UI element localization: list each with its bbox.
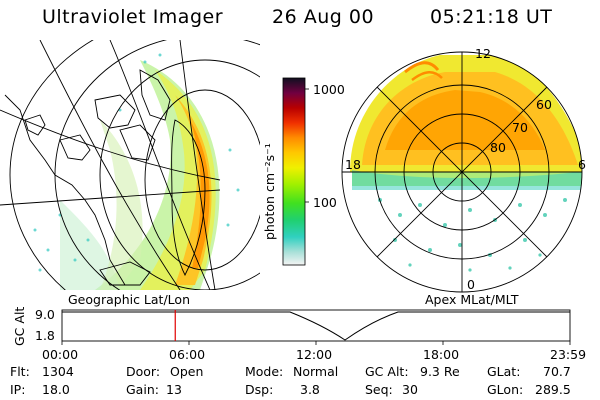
flt-label: Flt: bbox=[10, 364, 30, 379]
time-tick-1: 06:00 bbox=[169, 347, 206, 362]
altitude-y-label: GC Alt bbox=[12, 307, 27, 346]
colorbar-tick-100: 100 bbox=[313, 195, 337, 210]
dsp-value: 3.8 bbox=[300, 382, 320, 397]
observation-date: 26 Aug 00 bbox=[272, 6, 375, 28]
mlat-label-80: 80 bbox=[490, 140, 506, 155]
time-tick-2: 12:00 bbox=[296, 347, 333, 362]
mlt-label-dusk: 18 bbox=[345, 157, 361, 172]
geo-coastlines bbox=[4, 69, 206, 286]
altitude-curve bbox=[62, 311, 570, 341]
mlt-label-midnight: 0 bbox=[467, 277, 475, 292]
colorbar bbox=[282, 77, 309, 266]
time-tick-3: 18:00 bbox=[423, 347, 460, 362]
door-label: Door: bbox=[126, 364, 161, 379]
apex-grid bbox=[341, 51, 583, 293]
gain-value: 13 bbox=[166, 382, 182, 397]
gain-label: Gain: bbox=[126, 382, 159, 397]
app-title: Ultraviolet Imager bbox=[42, 6, 224, 28]
altitude-tick-high: 9.0 bbox=[35, 307, 55, 322]
seq-label: Seq: bbox=[365, 382, 393, 397]
mode-value: Normal bbox=[293, 364, 339, 379]
flt-value: 1304 bbox=[42, 364, 74, 379]
seq-value: 30 bbox=[402, 382, 418, 397]
altitude-plot bbox=[61, 309, 571, 345]
ip-value: 18.0 bbox=[42, 382, 70, 397]
mlt-label-dawn: 6 bbox=[578, 157, 586, 172]
dsp-label: Dsp: bbox=[245, 382, 274, 397]
glat-value: 70.7 bbox=[543, 364, 571, 379]
gc-alt-label: GC Alt: bbox=[365, 364, 409, 379]
apex-polar-image bbox=[341, 51, 583, 293]
apex-panel-label: Apex MLat/MLT bbox=[425, 292, 519, 307]
mlat-label-70: 70 bbox=[512, 120, 528, 135]
geo-aurora-oval bbox=[60, 60, 220, 290]
glon-value: 289.5 bbox=[535, 382, 571, 397]
time-tick-4: 23:59 bbox=[550, 347, 587, 362]
geographic-image bbox=[0, 40, 260, 290]
altitude-tick-low: 1.8 bbox=[35, 328, 55, 343]
mlat-label-60: 60 bbox=[536, 97, 552, 112]
ip-label: IP: bbox=[10, 382, 26, 397]
gc-alt-value: 9.3 Re bbox=[420, 364, 460, 379]
colorbar-tick-1000: 1000 bbox=[313, 82, 345, 97]
glat-label: GLat: bbox=[487, 364, 521, 379]
mode-label: Mode: bbox=[245, 364, 284, 379]
door-value: Open bbox=[170, 364, 204, 379]
time-tick-0: 00:00 bbox=[42, 347, 79, 362]
mlt-label-noon: 12 bbox=[475, 46, 491, 61]
glon-label: GLon: bbox=[487, 382, 524, 397]
geo-panel-label: Geographic Lat/Lon bbox=[68, 292, 190, 307]
observation-time: 05:21:18 UT bbox=[430, 6, 553, 28]
apex-nightside-scatter bbox=[378, 198, 567, 272]
colorbar-unit-label: photon cm⁻²s⁻¹ bbox=[262, 143, 277, 240]
